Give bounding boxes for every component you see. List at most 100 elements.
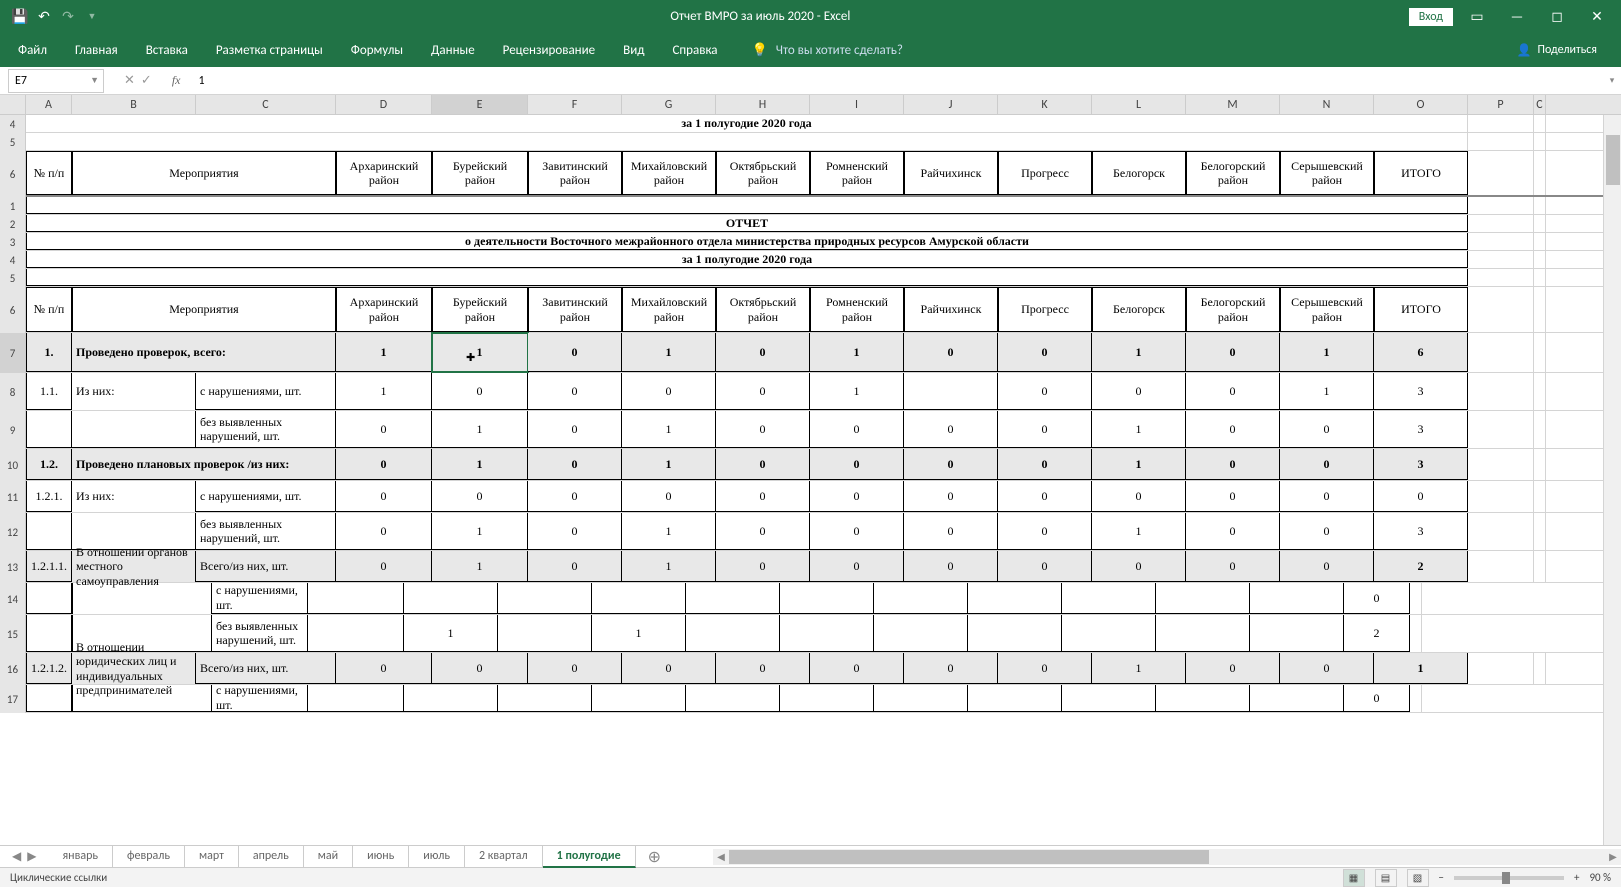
name-box-dropdown-icon[interactable]: ▼ <box>90 75 99 86</box>
cell[interactable] <box>1156 583 1250 614</box>
cell[interactable]: 0 <box>810 513 904 550</box>
cell[interactable]: 1 <box>1092 513 1186 550</box>
sheet-tab-январь[interactable]: январь <box>48 846 113 868</box>
cell[interactable] <box>592 583 686 614</box>
cell[interactable]: Михайловский район <box>622 151 716 195</box>
formula-expand-icon[interactable]: ▾ <box>1603 75 1621 86</box>
cell[interactable]: 0 <box>622 481 716 512</box>
cell[interactable]: 2 <box>1374 551 1468 582</box>
cell[interactable]: 0 <box>528 513 622 550</box>
cell[interactable]: 0 <box>336 449 432 480</box>
column-header-N[interactable]: N <box>1280 95 1374 114</box>
column-header-A[interactable]: A <box>26 95 72 114</box>
select-all-corner[interactable] <box>0 95 26 114</box>
cell[interactable] <box>1534 653 1546 684</box>
cell[interactable]: № п/п <box>26 151 72 195</box>
cell[interactable]: Проведено плановых проверок /из них: <box>72 449 336 480</box>
row-header[interactable]: 16 <box>0 653 26 685</box>
cell[interactable] <box>1534 551 1546 582</box>
sheet-tab-март[interactable]: март <box>185 846 239 868</box>
cell[interactable]: Всего/из них, шт. <box>196 551 336 582</box>
column-header-O[interactable]: O <box>1374 95 1468 114</box>
ribbon-tab-файл[interactable]: Файл <box>4 33 61 67</box>
cell[interactable] <box>1534 215 1546 232</box>
view-normal-button[interactable]: ▦ <box>1343 869 1365 887</box>
sheet-tab-май[interactable]: май <box>304 846 353 868</box>
cell[interactable]: 0 <box>1186 411 1280 448</box>
cell[interactable]: 0 <box>998 411 1092 448</box>
cell[interactable] <box>1468 251 1534 268</box>
cell[interactable]: 0 <box>998 653 1092 684</box>
cell[interactable]: 0 <box>810 481 904 512</box>
cell[interactable]: 3 <box>1374 513 1468 550</box>
cell[interactable]: 1 <box>1092 449 1186 480</box>
cell[interactable] <box>1534 513 1546 550</box>
cell[interactable]: 0 <box>528 481 622 512</box>
cell[interactable]: Серышевский район <box>1280 287 1374 332</box>
cell[interactable] <box>1468 411 1534 448</box>
cell[interactable] <box>26 513 72 550</box>
view-layout-button[interactable]: ▤ <box>1375 869 1397 887</box>
cell[interactable] <box>904 373 998 410</box>
cell[interactable] <box>686 583 780 614</box>
cell[interactable]: 0 <box>716 551 810 582</box>
cell[interactable]: 1.1. <box>26 373 72 410</box>
cell[interactable]: 0 <box>1280 481 1374 512</box>
cell[interactable]: 0 <box>716 373 810 410</box>
cell[interactable]: 0 <box>1092 481 1186 512</box>
row-header[interactable]: 6 <box>0 151 26 197</box>
cell[interactable]: 0 <box>904 653 998 684</box>
cell[interactable] <box>404 583 498 614</box>
cell[interactable]: с нарушениями, шт. <box>212 583 308 614</box>
cell[interactable] <box>1062 685 1156 712</box>
sheet-tab-2 квартал[interactable]: 2 квартал <box>465 846 543 868</box>
cell[interactable]: Всего/из них, шт. <box>196 653 336 684</box>
cell[interactable]: 3 <box>1374 373 1468 410</box>
cell[interactable]: ИТОГО <box>1374 151 1468 195</box>
row-header[interactable]: 13 <box>0 551 26 583</box>
cell[interactable]: Ромненский район <box>810 151 904 195</box>
cell[interactable]: о деятельности Восточного межрайонного о… <box>26 233 1468 250</box>
cell[interactable] <box>1468 481 1534 512</box>
cell[interactable] <box>1250 685 1344 712</box>
zoom-slider-handle[interactable] <box>1502 872 1510 884</box>
cell[interactable]: 0 <box>716 411 810 448</box>
cell[interactable] <box>968 583 1062 614</box>
cell[interactable]: № п/п <box>26 287 72 332</box>
tell-me-search[interactable]: 💡 Что вы хотите сделать? <box>752 43 903 58</box>
cell[interactable] <box>1062 615 1156 652</box>
cell[interactable]: 0 <box>716 333 810 372</box>
cell[interactable]: 1 <box>432 333 528 372</box>
cell[interactable]: Из них: <box>72 373 196 410</box>
cell[interactable]: 0 <box>904 551 998 582</box>
row-header[interactable]: 8 <box>0 373 26 411</box>
ribbon-tab-данные[interactable]: Данные <box>417 33 489 67</box>
login-button[interactable]: Вход <box>1409 8 1453 26</box>
cell[interactable]: 0 <box>810 449 904 480</box>
cell[interactable]: 1 <box>1374 653 1468 684</box>
cell[interactable]: 1 <box>432 551 528 582</box>
cell[interactable] <box>1468 269 1534 286</box>
cell[interactable]: 0 <box>1186 373 1280 410</box>
cancel-formula-icon[interactable]: ✕ <box>124 73 135 88</box>
cell[interactable]: 0 <box>810 411 904 448</box>
cell[interactable]: Ромненский район <box>810 287 904 332</box>
horizontal-scrollbar[interactable]: ◀ ▶ <box>713 849 1621 865</box>
row-header[interactable]: 10 <box>0 449 26 481</box>
cell[interactable]: 1 <box>404 615 498 652</box>
cell[interactable]: 0 <box>998 513 1092 550</box>
cell[interactable]: 1 <box>432 411 528 448</box>
cell[interactable]: 1.2.1.1. <box>26 551 72 582</box>
cell[interactable] <box>1534 115 1546 132</box>
cell[interactable] <box>26 685 72 712</box>
cell[interactable]: 0 <box>1280 513 1374 550</box>
cell[interactable]: В отношении юридических лиц и индивидуал… <box>72 653 196 684</box>
cell[interactable]: 1 <box>1092 653 1186 684</box>
cell[interactable]: 0 <box>432 653 528 684</box>
qat-dropdown-icon[interactable]: ▼ <box>82 7 102 27</box>
cell[interactable]: Завитинский район <box>528 287 622 332</box>
cell[interactable] <box>1534 197 1546 214</box>
row-header[interactable]: 17 <box>0 685 26 713</box>
ribbon-tab-главная[interactable]: Главная <box>61 33 132 67</box>
cell[interactable] <box>26 583 72 614</box>
